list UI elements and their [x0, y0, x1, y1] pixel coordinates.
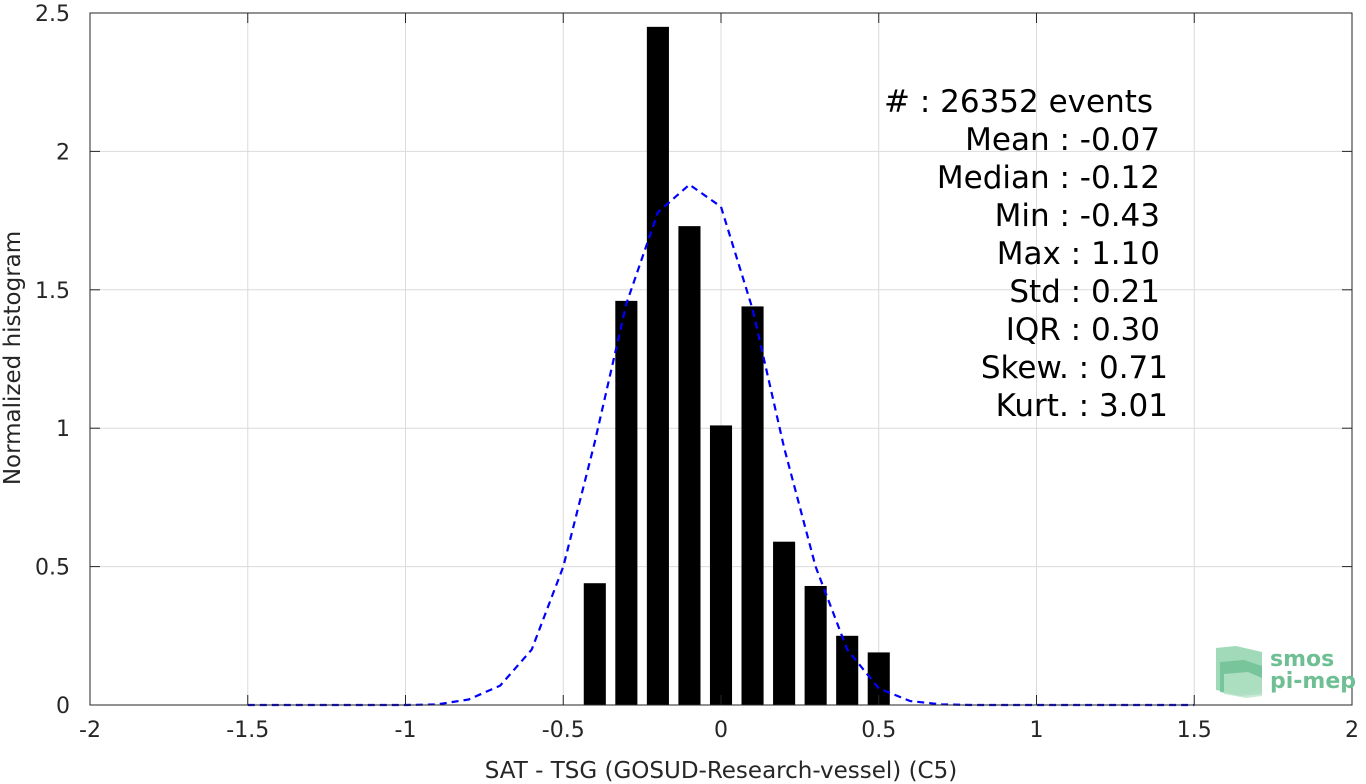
stats-line: Kurt. : 3.01 [996, 388, 1168, 424]
histogram-bar [773, 541, 796, 705]
stats-line: Std : 0.21 [1009, 274, 1160, 310]
histogram-bar [709, 425, 733, 705]
bars [583, 26, 890, 706]
x-axis-label: SAT - TSG (GOSUD-Research-vessel) (C5) [485, 758, 957, 784]
x-tick-label: 0.5 [861, 718, 896, 743]
x-tick-label: -1 [395, 718, 417, 743]
x-tick-label: -1.5 [226, 718, 269, 743]
smos-pimep-logo: smos pi-mep [1216, 646, 1356, 698]
stats-line: Skew. : 0.71 [981, 350, 1168, 386]
stats-line: Mean : -0.07 [965, 122, 1160, 158]
stats-line: Min : -0.43 [995, 198, 1160, 234]
y-tick-label: 0.5 [35, 556, 70, 581]
x-tick-label: 0 [714, 718, 728, 743]
histogram-bar [678, 226, 701, 706]
y-tick-label: 2 [56, 140, 70, 165]
x-tick-label: 1.5 [1177, 718, 1212, 743]
histogram-bar [646, 26, 669, 705]
x-tick-label: -2 [79, 718, 101, 743]
histogram-bar [836, 635, 859, 705]
histogram-bar [804, 585, 827, 705]
x-tick-label: -0.5 [542, 718, 585, 743]
x-tick-label: 2 [1345, 718, 1359, 743]
stats-line: Max : 1.10 [997, 236, 1160, 272]
logo-line2: pi-mep [1270, 669, 1356, 694]
y-tick-label: 1.5 [35, 279, 70, 304]
stats-line: # : 26352 events [884, 84, 1153, 120]
stats-line: IQR : 0.30 [1006, 312, 1160, 348]
histogram-bar [867, 652, 890, 705]
histogram-bar [615, 300, 638, 705]
logo-mark-icon [1216, 646, 1262, 698]
logo-line1: smos [1270, 647, 1334, 672]
y-axis-label: Normalized histogram [0, 231, 26, 485]
axes [89, 12, 1353, 706]
y-tick-label: 2.5 [35, 2, 70, 27]
x-tick-label: 1 [1030, 718, 1044, 743]
histogram-bar [741, 306, 764, 705]
histogram-bar [583, 583, 606, 705]
tick-labels: -2 -1.5 -1 -0.5 0 0.5 1 1.5 2 0 0.5 1 1.5 2 2.5 [35, 2, 1359, 743]
stats-line: Median : -0.12 [937, 160, 1160, 196]
y-tick-label: 1 [56, 417, 70, 442]
y-tick-label: 0 [56, 694, 70, 719]
